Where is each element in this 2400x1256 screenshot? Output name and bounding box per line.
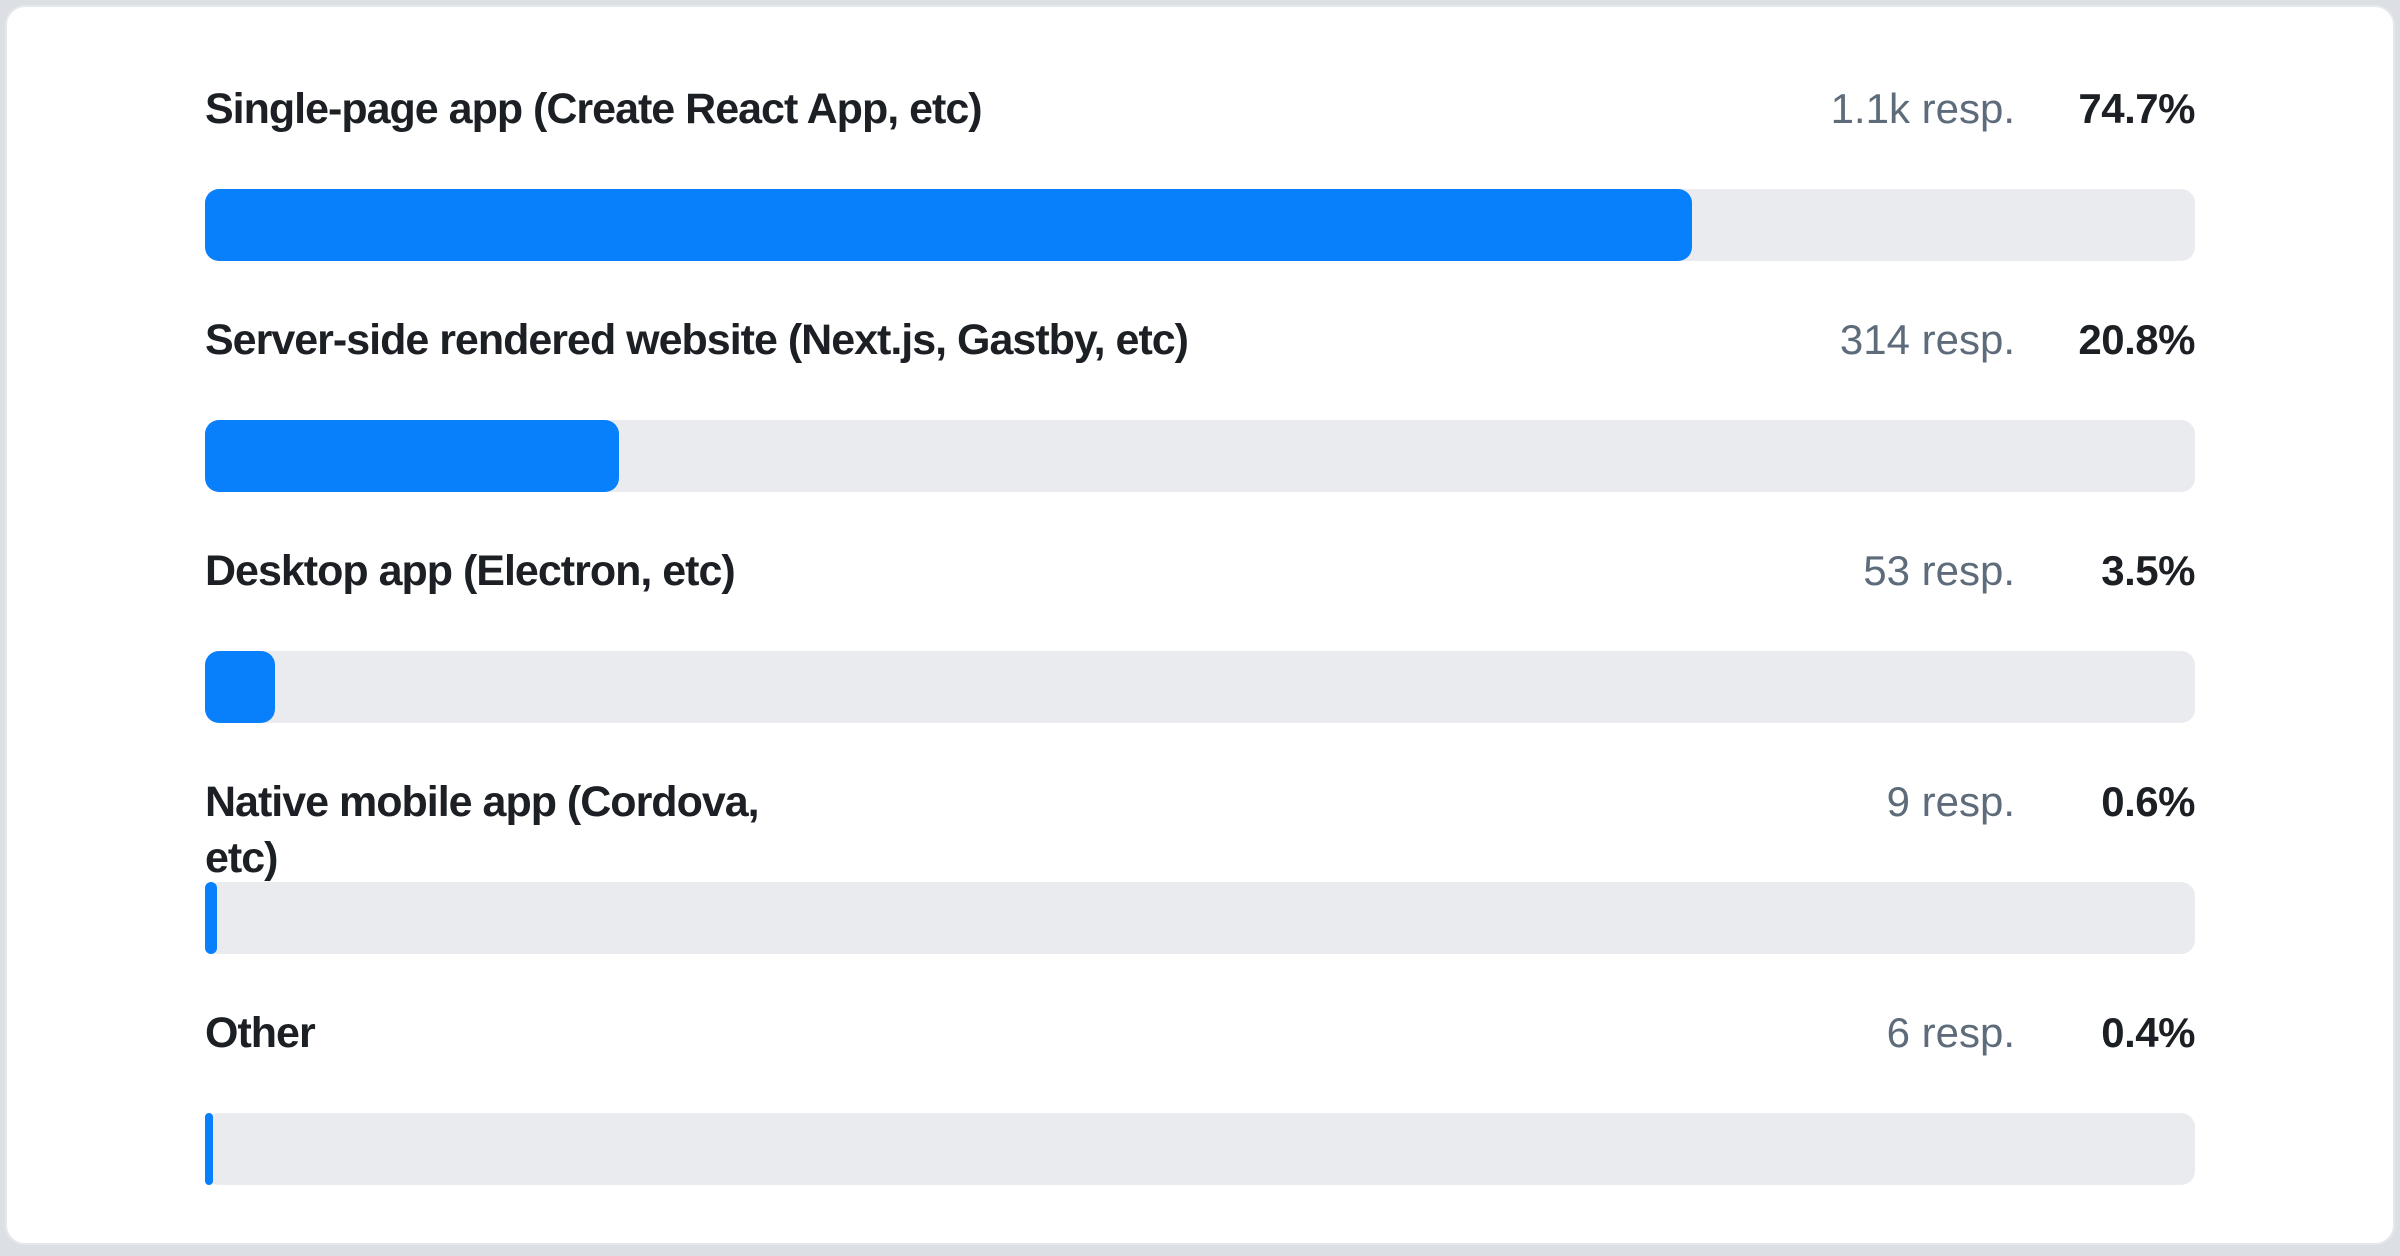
option-stats: 53 resp. 3.5% <box>1863 543 2195 599</box>
survey-results-card: Single-page app (Create React App, etc) … <box>5 5 2395 1245</box>
option-stats: 1.1k resp. 74.7% <box>1830 81 2196 137</box>
option-stats: 6 resp. 0.4% <box>1886 1005 2196 1061</box>
bar-fill <box>205 651 275 723</box>
response-count: 1.1k resp. <box>1830 85 2015 132</box>
percent-value: 0.4% <box>2101 1009 2195 1056</box>
bar-fill <box>205 189 1692 261</box>
option-stats: 314 resp. 20.8% <box>1839 312 2196 368</box>
bar-track <box>205 1113 2195 1185</box>
response-count: 6 resp. <box>1886 1009 2015 1056</box>
result-row: Server-side rendered website (Next.js, G… <box>205 312 2196 492</box>
result-row: Native mobile app (Cordova, etc) 9 resp.… <box>205 774 2196 954</box>
option-stats: 9 resp. 0.6% <box>1886 774 2196 830</box>
percent-value: 74.7% <box>2078 85 2195 132</box>
result-row-header: Other 6 resp. 0.4% <box>205 1005 2196 1113</box>
option-label: Server-side rendered website (Next.js, G… <box>205 316 1189 364</box>
bar-track <box>205 651 2195 723</box>
result-row-header: Single-page app (Create React App, etc) … <box>205 81 2196 189</box>
result-row: Single-page app (Create React App, etc) … <box>205 81 2196 261</box>
option-label: Desktop app (Electron, etc) <box>205 547 736 595</box>
bar-track <box>205 189 2195 261</box>
result-row-header: Server-side rendered website (Next.js, G… <box>205 312 2196 420</box>
bar-fill <box>205 420 619 492</box>
percent-value: 20.8% <box>2078 316 2195 363</box>
bar-fill <box>205 1113 213 1185</box>
bar-track <box>205 420 2195 492</box>
option-label: Single-page app (Create React App, etc) <box>205 85 983 133</box>
bar-track <box>205 882 2195 954</box>
result-row-header: Native mobile app (Cordova, etc) 9 resp.… <box>205 774 2196 882</box>
option-label: Native mobile app (Cordova, etc) <box>205 778 760 882</box>
result-row-header: Desktop app (Electron, etc) 53 resp. 3.5… <box>205 543 2196 651</box>
percent-value: 0.6% <box>2101 778 2195 825</box>
response-count: 314 resp. <box>1839 316 2015 363</box>
result-row: Other 6 resp. 0.4% <box>205 1005 2196 1185</box>
percent-value: 3.5% <box>2101 547 2195 594</box>
response-count: 9 resp. <box>1886 778 2015 825</box>
option-label: Other <box>205 1009 316 1057</box>
bar-fill <box>205 882 217 954</box>
response-count: 53 resp. <box>1863 547 2015 594</box>
result-row: Desktop app (Electron, etc) 53 resp. 3.5… <box>205 543 2196 723</box>
